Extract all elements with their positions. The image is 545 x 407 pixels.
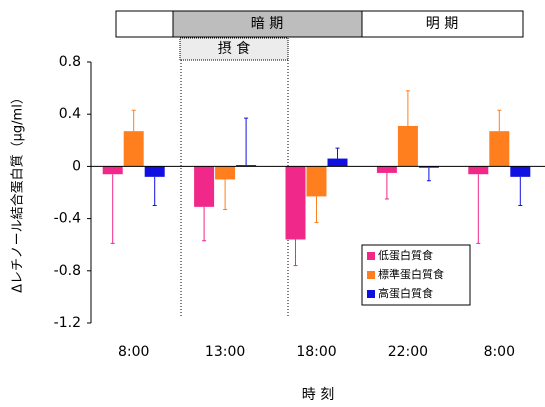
legend: [361, 244, 471, 306]
legend-swatch: [367, 252, 375, 260]
y-tick-label: 0.8: [59, 54, 81, 70]
period-label: 暗 期: [251, 16, 283, 32]
y-tick-label: -0.8: [54, 263, 81, 279]
error-bar: [131, 109, 136, 132]
legend-label: 高蛋白質食: [378, 286, 433, 300]
bar: [376, 166, 397, 173]
period-box: [172, 10, 363, 38]
bar: [306, 166, 327, 197]
error-bar: [335, 147, 340, 159]
bar: [327, 158, 348, 167]
legend-label: 標準蛋白質食: [378, 267, 444, 281]
bar: [102, 166, 123, 175]
error-bar: [426, 167, 431, 182]
legend-swatch: [367, 290, 375, 298]
error-bar: [110, 174, 115, 244]
bar: [215, 166, 236, 180]
feeding-label: 摂 食: [218, 40, 250, 57]
x-axis-label: 時 刻: [302, 387, 334, 403]
x-tick-label: 8:00: [484, 344, 515, 360]
error-bar: [202, 206, 207, 242]
y-axis-label: Δレチノール結合蛋白質（μg/ml）: [10, 91, 26, 293]
error-bar: [223, 179, 228, 210]
feeding-box: [179, 37, 289, 61]
period-box: [115, 10, 174, 38]
bar: [397, 125, 418, 167]
error-bar: [497, 109, 502, 132]
legend-swatch: [367, 271, 375, 279]
error-bar: [384, 172, 389, 200]
bar: [510, 166, 531, 177]
bar: [468, 166, 489, 175]
y-tick-label: 0.4: [59, 106, 81, 122]
legend-label: 低蛋白質食: [378, 248, 433, 262]
bar: [285, 166, 306, 240]
period-label: 明 期: [426, 16, 458, 32]
x-tick-label: 22:00: [388, 344, 428, 360]
x-tick-label: 13:00: [205, 344, 245, 360]
error-bar: [518, 176, 523, 207]
bar: [489, 131, 510, 167]
error-bar: [314, 196, 319, 224]
error-bar: [476, 174, 481, 244]
bar: [194, 166, 215, 207]
error-bar: [405, 90, 410, 126]
y-tick-label: -0.4: [54, 211, 81, 227]
bar: [123, 131, 144, 167]
bar: [418, 166, 439, 168]
bar: [144, 166, 165, 177]
bar: [236, 165, 257, 167]
error-bar: [293, 239, 298, 267]
error-bar: [152, 176, 157, 207]
x-tick-label: 18:00: [296, 344, 336, 360]
period-box: [361, 10, 524, 38]
y-tick-label: 0: [72, 158, 81, 174]
y-tick-label: -1.2: [54, 315, 81, 331]
error-bar: [244, 117, 249, 166]
x-tick-label: 8:00: [118, 344, 149, 360]
